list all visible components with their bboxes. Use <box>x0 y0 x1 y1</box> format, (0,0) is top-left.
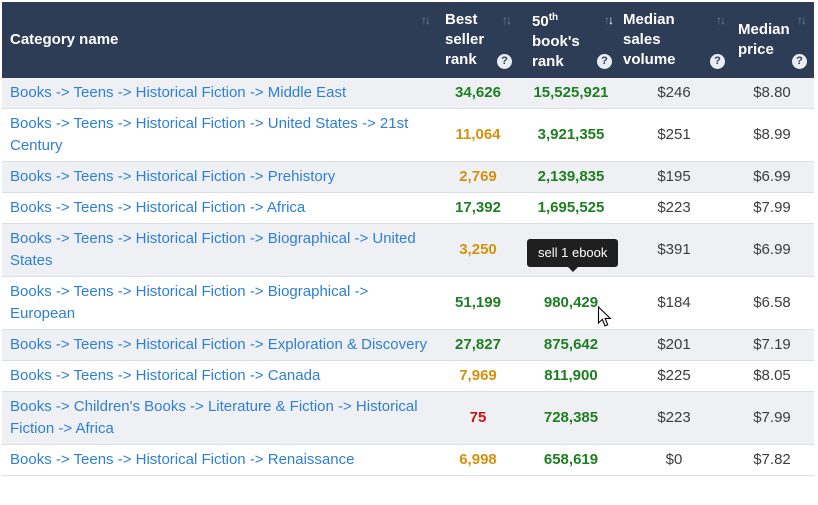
median-price-cell: $6.99 <box>730 161 814 193</box>
table-row: Books -> Teens -> Historical Fiction -> … <box>2 444 814 476</box>
median-sales-volume-cell: $0 <box>618 444 730 476</box>
median-price-cell: $8.80 <box>730 78 814 109</box>
table-row: Books -> Teens -> Historical Fiction -> … <box>2 108 814 162</box>
book50-rank-cell: 980,429 <box>524 276 618 330</box>
median-sales-volume-cell: $201 <box>618 329 730 361</box>
best-seller-rank-cell: 7,969 <box>432 360 524 392</box>
median-sales-volume-cell: $184 <box>618 276 730 330</box>
book50-rank-cell: 658,619 <box>524 444 618 476</box>
mouse-cursor-icon <box>597 305 612 333</box>
table-row: Books -> Teens -> Historical Fiction -> … <box>2 161 814 193</box>
median-price-cell: $8.99 <box>730 108 814 162</box>
median-price-cell: $7.99 <box>730 391 814 445</box>
median-sales-volume-cell: $223 <box>618 192 730 224</box>
category-link[interactable]: Books -> Teens -> Historical Fiction -> … <box>10 336 427 353</box>
category-link[interactable]: Books -> Children's Books -> Literature … <box>10 398 418 437</box>
help-icon[interactable]: ? <box>597 54 612 69</box>
median-sales-volume-cell: $251 <box>618 108 730 162</box>
category-link[interactable]: Books -> Teens -> Historical Fiction -> … <box>10 199 306 216</box>
book50-rank-cell: 3,921,355 <box>524 108 618 162</box>
median-price-cell: $8.05 <box>730 360 814 392</box>
best-seller-rank-cell: 75 <box>432 391 524 445</box>
help-icon[interactable]: ? <box>792 54 807 69</box>
category-link[interactable]: Books -> Teens -> Historical Fiction -> … <box>10 230 416 269</box>
column-label-median-sales-volume: Median sales volume <box>623 11 676 68</box>
book50-rank-cell: 15,525,921 <box>524 78 618 109</box>
median-sales-volume-cell: $223 <box>618 391 730 445</box>
best-seller-rank-cell: 17,392 <box>432 192 524 224</box>
category-cell: Books -> Teens -> Historical Fiction -> … <box>2 78 432 109</box>
category-cell: Books -> Teens -> Historical Fiction -> … <box>2 161 432 193</box>
column-label-best-seller-rank: Best seller rank <box>445 11 485 68</box>
category-link[interactable]: Books -> Teens -> Historical Fiction -> … <box>10 451 355 468</box>
category-cell: Books -> Teens -> Historical Fiction -> … <box>2 329 432 361</box>
sort-icon[interactable]: ↑↓ <box>502 13 512 27</box>
column-header-best-seller-rank[interactable]: Best seller rank ↑↓ ? <box>432 2 524 78</box>
sort-icon[interactable]: ↑↓ <box>716 13 726 27</box>
book50-rank-cell: 2,139,835 <box>524 161 618 193</box>
median-sales-volume-cell: $195 <box>618 161 730 193</box>
category-results-table: Category name ↑↓ Best seller rank ↑↓ ? 5… <box>2 2 814 476</box>
header-row: Category name ↑↓ Best seller rank ↑↓ ? 5… <box>2 2 814 78</box>
category-cell: Books -> Teens -> Historical Fiction -> … <box>2 108 432 162</box>
table-row: Books -> Teens -> Historical Fiction -> … <box>2 192 814 224</box>
help-icon[interactable]: ? <box>497 54 512 69</box>
category-link[interactable]: Books -> Teens -> Historical Fiction -> … <box>10 367 321 384</box>
tooltip: sell 1 ebook <box>527 239 619 272</box>
sort-icon-active-descending[interactable]: ↑↓ <box>604 13 614 27</box>
median-price-cell: $7.82 <box>730 444 814 476</box>
best-seller-rank-cell: 2,769 <box>432 161 524 193</box>
table-row: Books -> Children's Books -> Literature … <box>2 391 814 445</box>
table-row: Books -> Teens -> Historical Fiction -> … <box>2 360 814 392</box>
best-seller-rank-cell: 3,250 <box>432 223 524 277</box>
category-cell: Books -> Teens -> Historical Fiction -> … <box>2 444 432 476</box>
table-row: Books -> Teens -> Historical Fiction -> … <box>2 276 814 330</box>
category-link[interactable]: Books -> Teens -> Historical Fiction -> … <box>10 84 347 101</box>
sort-icon[interactable]: ↑↓ <box>421 13 431 27</box>
column-label-50th-books-rank: 50th book's rank <box>532 12 580 70</box>
category-cell: Books -> Children's Books -> Literature … <box>2 391 432 445</box>
help-icon[interactable]: ? <box>710 54 725 69</box>
book50-rank-cell: 811,900 <box>524 360 618 392</box>
median-price-cell: $7.19 <box>730 329 814 361</box>
table-row: Books -> Teens -> Historical Fiction -> … <box>2 223 814 277</box>
category-link[interactable]: Books -> Teens -> Historical Fiction -> … <box>10 168 336 185</box>
median-sales-volume-cell: $225 <box>618 360 730 392</box>
column-header-median-price[interactable]: Median price ↑↓ ? <box>730 2 814 78</box>
best-seller-rank-cell: 6,998 <box>432 444 524 476</box>
table-row: Books -> Teens -> Historical Fiction -> … <box>2 78 814 109</box>
median-price-cell: $6.58 <box>730 276 814 330</box>
median-sales-volume-cell: $246 <box>618 78 730 109</box>
column-header-category-name[interactable]: Category name ↑↓ <box>2 2 432 78</box>
best-seller-rank-cell: 11,064 <box>432 108 524 162</box>
median-sales-volume-cell: $391 <box>618 223 730 277</box>
best-seller-rank-cell: 34,626 <box>432 78 524 109</box>
category-link[interactable]: Books -> Teens -> Historical Fiction -> … <box>10 115 409 154</box>
median-price-cell: $6.99 <box>730 223 814 277</box>
column-header-50th-books-rank[interactable]: 50th book's rank ↑↓ ? <box>524 2 618 78</box>
median-price-cell: $7.99 <box>730 192 814 224</box>
column-header-median-sales-volume[interactable]: Median sales volume ↑↓ ? <box>618 2 730 78</box>
category-cell: Books -> Teens -> Historical Fiction -> … <box>2 223 432 277</box>
sort-icon[interactable]: ↑↓ <box>797 13 807 27</box>
best-seller-rank-cell: 27,827 <box>432 329 524 361</box>
category-cell: Books -> Teens -> Historical Fiction -> … <box>2 192 432 224</box>
category-cell: Books -> Teens -> Historical Fiction -> … <box>2 360 432 392</box>
book50-rank-cell: 875,642 <box>524 329 618 361</box>
category-link[interactable]: Books -> Teens -> Historical Fiction -> … <box>10 283 369 322</box>
book50-rank-cell: 1,695,525 <box>524 192 618 224</box>
column-label-median-price: Median price <box>738 21 790 58</box>
table-row: Books -> Teens -> Historical Fiction -> … <box>2 329 814 361</box>
book50-rank-cell: 728,385 <box>524 391 618 445</box>
category-cell: Books -> Teens -> Historical Fiction -> … <box>2 276 432 330</box>
best-seller-rank-cell: 51,199 <box>432 276 524 330</box>
column-label-category-name: Category name <box>10 31 119 48</box>
